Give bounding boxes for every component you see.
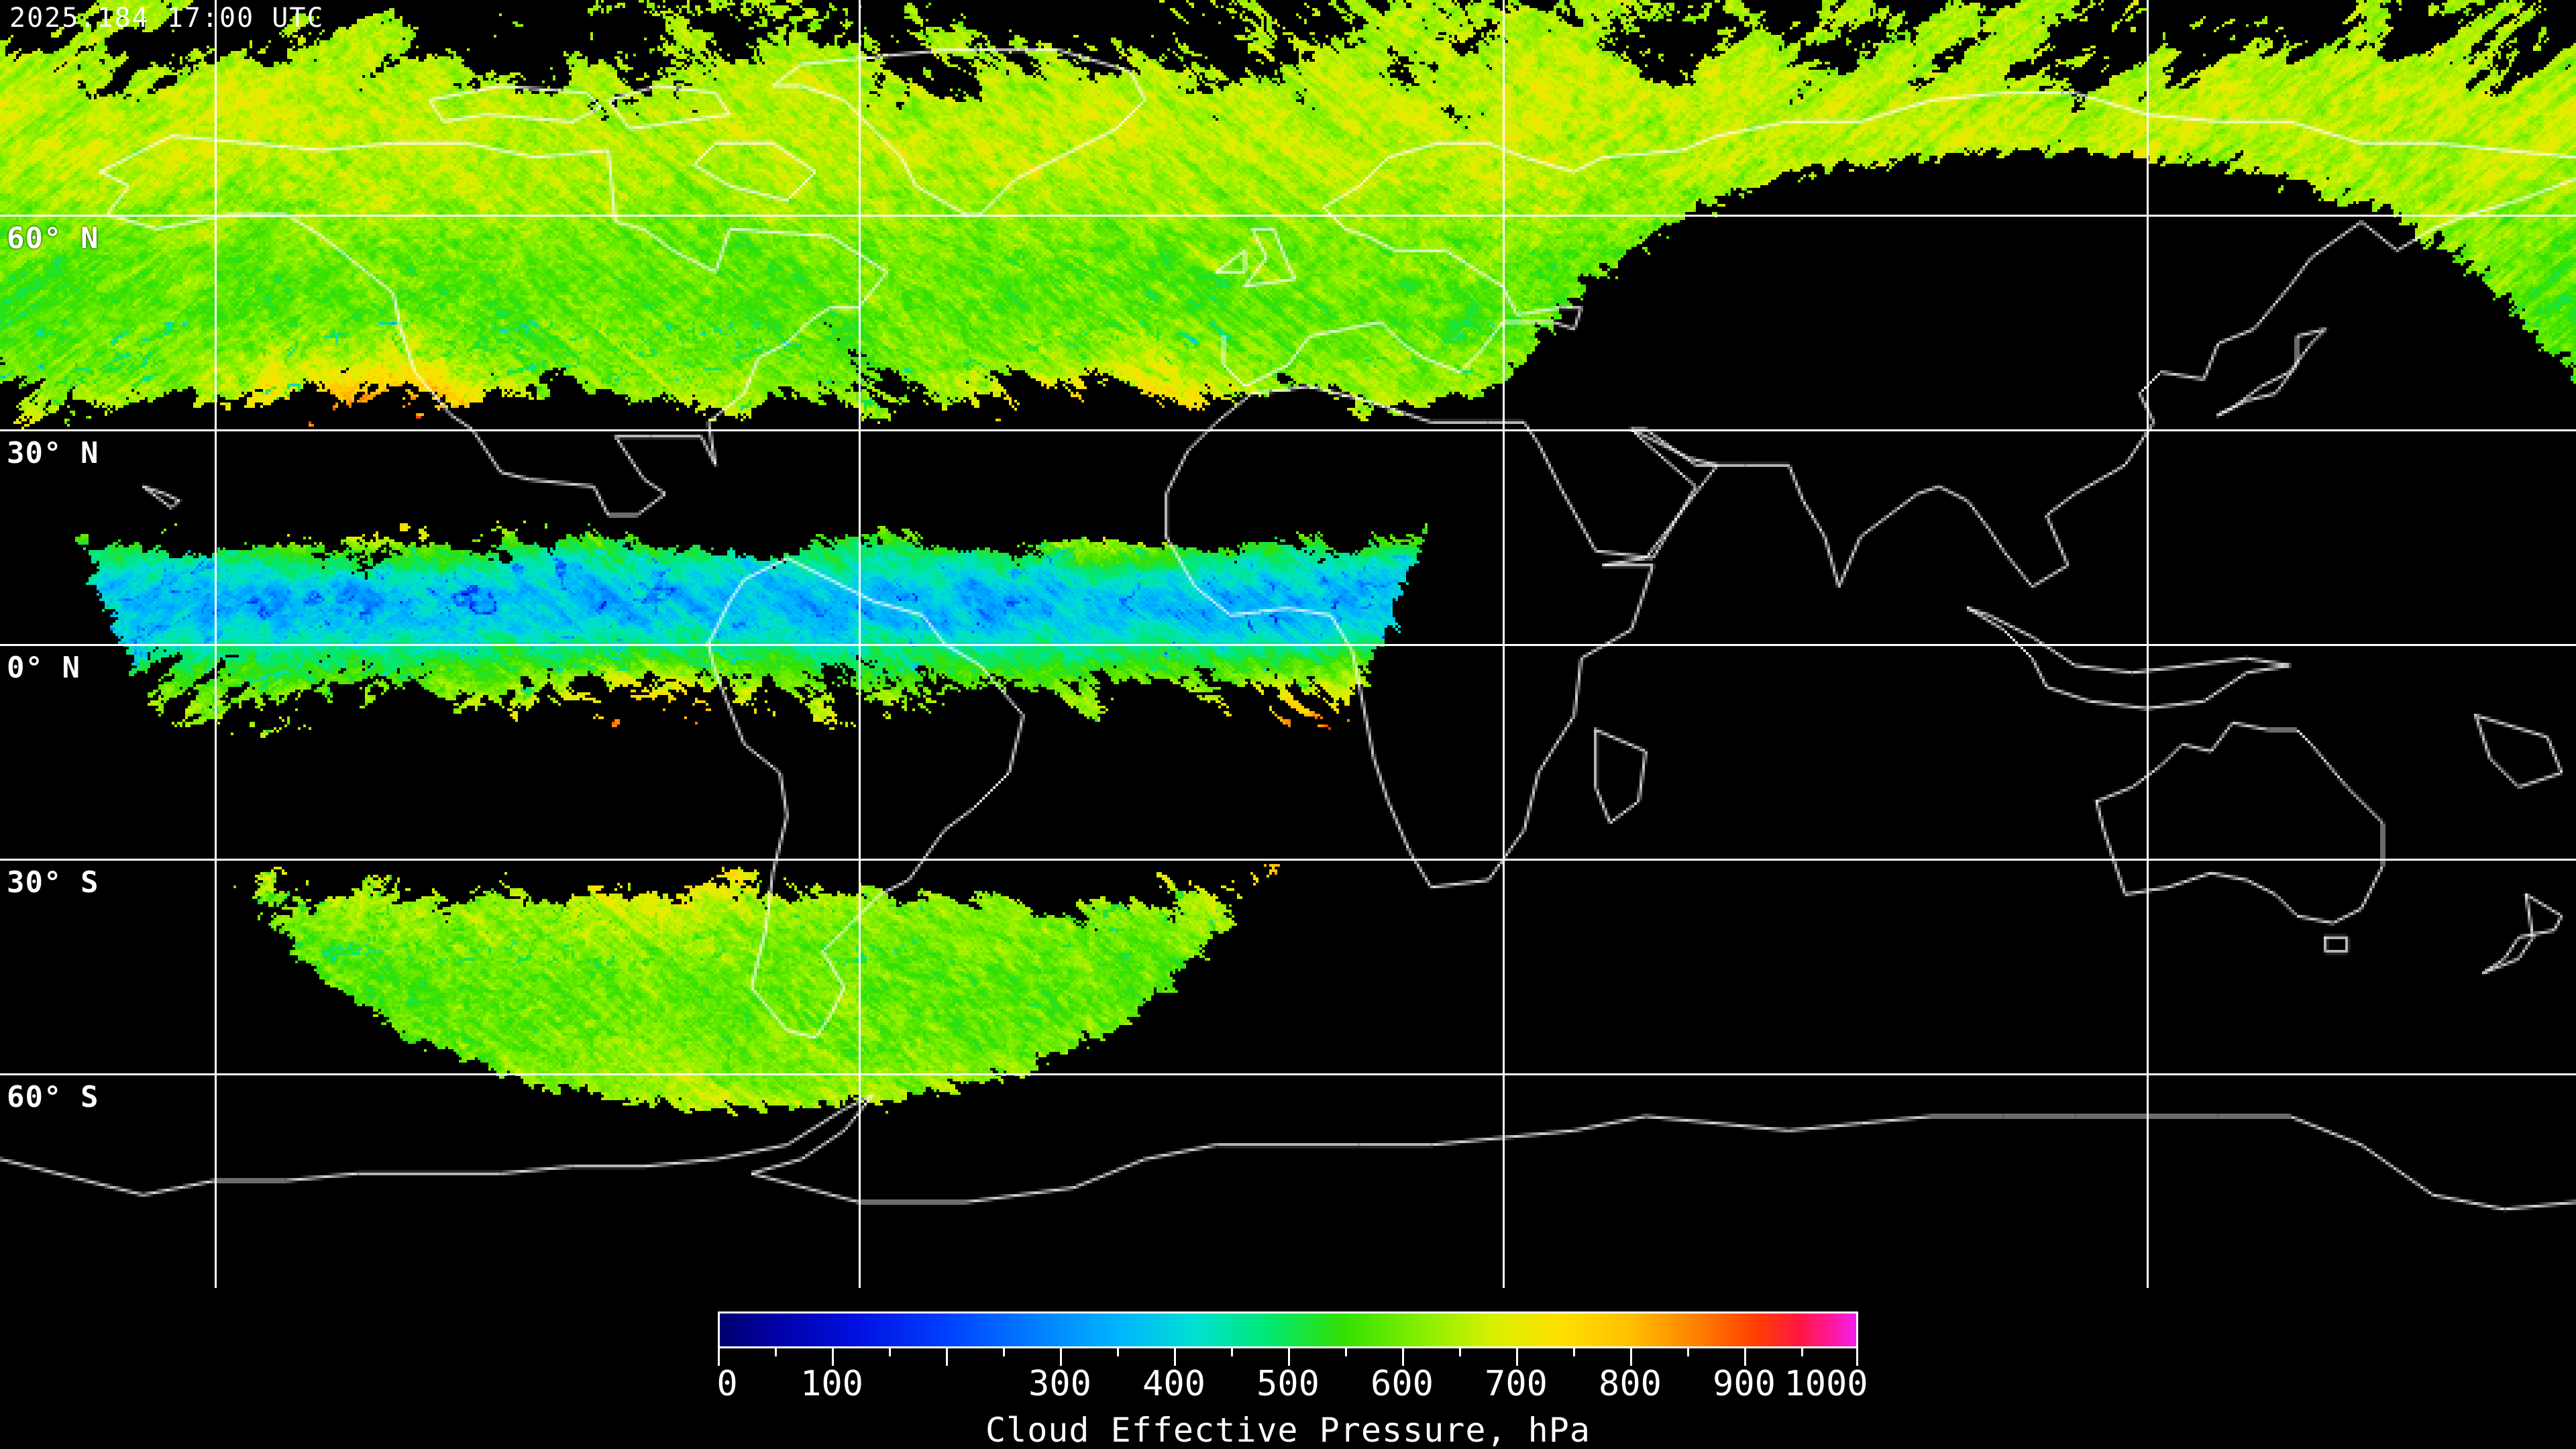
colorbar-tick-850 (1687, 1348, 1689, 1356)
colorbar-tick-200 (946, 1348, 948, 1366)
colorbar-gradient (720, 1313, 1856, 1346)
colorbar-swatch (718, 1311, 1858, 1348)
colorbar-label-300: 300 (1028, 1364, 1091, 1404)
colorbar-label-700: 700 (1485, 1364, 1548, 1404)
colorbar-tick-350 (1117, 1348, 1119, 1356)
lat-label-4: 60° S (7, 1080, 99, 1114)
colorbar-label-800: 800 (1599, 1364, 1662, 1404)
colorbar-tick-250 (1003, 1348, 1005, 1356)
colorbar-tick-400 (1174, 1348, 1176, 1366)
colorbar-tick-800 (1630, 1348, 1632, 1366)
map-area[interactable]: 60° N 30° N 0° N 30° S 60° S (0, 0, 2576, 1288)
colorbar-tick-600 (1402, 1348, 1404, 1366)
colorbar-tick-500 (1288, 1348, 1290, 1366)
colorbar-tick-550 (1345, 1348, 1347, 1356)
colorbar-tick-950 (1801, 1348, 1803, 1356)
colorbar-tick-750 (1573, 1348, 1575, 1356)
colorbar-label-1000: 1000 (1784, 1364, 1868, 1404)
lat-label-2: 0° N (7, 651, 80, 685)
colorbar-label-600: 600 (1371, 1364, 1434, 1404)
colorbar-tick-900 (1744, 1348, 1746, 1366)
colorbar-tick-650 (1459, 1348, 1461, 1356)
lat-label-1: 30° N (7, 436, 99, 470)
colorbar-tick-0 (718, 1348, 720, 1366)
colorbar-tick-450 (1231, 1348, 1233, 1356)
colorbar-label-900: 900 (1713, 1364, 1776, 1404)
colorbar-tick-700 (1516, 1348, 1518, 1366)
colorbar-label-400: 400 (1142, 1364, 1205, 1404)
colorbar-label-500: 500 (1256, 1364, 1320, 1404)
timestamp-label: 2025.184 17:00 UTC (9, 3, 325, 34)
colorbar-tick-1000 (1856, 1348, 1858, 1366)
lat-label-0: 60° N (7, 221, 99, 256)
colorbar-label-0: 0 (716, 1364, 738, 1404)
lat-label-3: 30° S (7, 865, 99, 900)
colorbar-tick-50 (775, 1348, 777, 1356)
colorbar-tick-300 (1060, 1348, 1062, 1366)
colorbar-tick-labels: 0 100 300 400 500 600 700 800 900 1000 (716, 1364, 1868, 1405)
colorbar-tick-100 (832, 1348, 834, 1366)
colorbar: 0 100 300 400 500 600 700 800 900 1000 Cloud Effe… (716, 1311, 1868, 1449)
colorbar-label-100: 100 (800, 1364, 863, 1404)
colorbar-ticks (718, 1348, 1858, 1366)
colorbar-tick-150 (889, 1348, 891, 1356)
cloud-pressure-raster[interactable] (0, 0, 2576, 1288)
colorbar-title: Cloud Effective Pressure, hPa (985, 1411, 1591, 1449)
